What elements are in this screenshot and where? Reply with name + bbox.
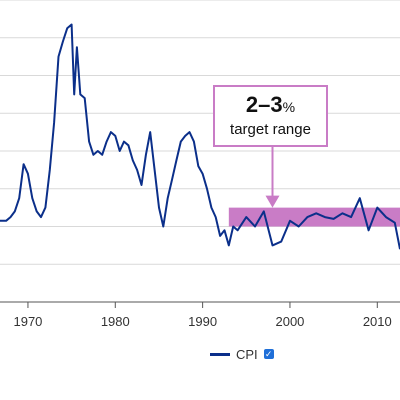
target-band-layer	[228, 207, 400, 227]
target-band	[228, 207, 400, 227]
legend-label-cpi: CPI	[236, 346, 258, 362]
gridlines	[0, 0, 400, 265]
callout-arrow	[265, 147, 280, 208]
x-tick-label: 2000	[275, 314, 304, 329]
x-axis: 1970 1980 1990 2000 2010	[0, 301, 400, 329]
callout-label: target range	[230, 121, 311, 138]
legend-checkbox-icon[interactable]: ✓	[263, 349, 274, 359]
x-tick-label: 1980	[101, 314, 130, 329]
target-range-callout: 2–3% target range	[213, 85, 328, 147]
series-layer	[0, 23, 400, 250]
callout-value: 2–3%	[215, 93, 326, 119]
x-tick-label: 1970	[13, 314, 42, 329]
arrow-head	[265, 195, 280, 208]
series-line-cpi	[0, 23, 400, 250]
callout-unit: %	[282, 99, 296, 115]
legend-swatch-cpi	[210, 352, 230, 356]
callout-range: 2–3	[245, 92, 283, 117]
x-tick-label: 1990	[188, 314, 217, 329]
legend[interactable]: CPI ✓	[210, 345, 274, 363]
x-tick-label: 2010	[363, 314, 392, 329]
